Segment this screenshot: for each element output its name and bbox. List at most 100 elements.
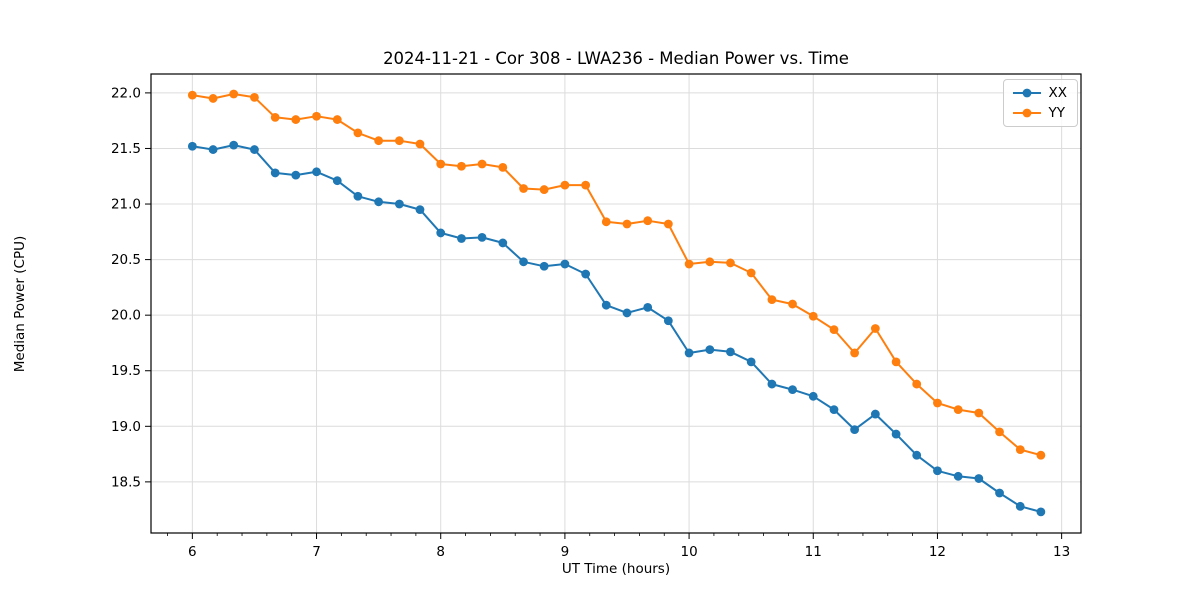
series-YY-marker bbox=[891, 357, 901, 367]
series-XX-marker bbox=[208, 145, 218, 154]
series-YY-marker bbox=[953, 405, 963, 415]
series-XX-marker bbox=[394, 199, 404, 209]
series-YY-marker bbox=[374, 136, 384, 146]
series-XX-marker bbox=[933, 466, 942, 476]
series-XX-marker bbox=[519, 257, 528, 267]
x-tick-label: 7 bbox=[312, 544, 321, 560]
series-YY-marker bbox=[1036, 450, 1046, 460]
series-YY-marker bbox=[519, 184, 528, 193]
y-tick-label: 22.0 bbox=[111, 85, 141, 101]
series-XX-marker bbox=[250, 145, 259, 154]
series-XX-marker bbox=[767, 379, 777, 389]
series-XX-marker bbox=[601, 300, 611, 310]
series-XX-marker bbox=[332, 176, 342, 186]
series-XX-marker bbox=[663, 316, 673, 326]
series-YY-marker bbox=[270, 112, 280, 122]
legend-sample-icon bbox=[1012, 88, 1041, 98]
series-YY-marker bbox=[767, 295, 777, 305]
y-tick-label: 20.0 bbox=[111, 308, 141, 324]
series-XX-marker bbox=[808, 391, 818, 401]
series-YY-marker bbox=[933, 398, 942, 408]
series-YY-marker bbox=[436, 159, 446, 169]
series-YY-marker bbox=[601, 217, 611, 227]
series-XX-marker bbox=[1036, 507, 1046, 517]
series-XX-marker bbox=[788, 385, 797, 395]
series-XX-marker bbox=[581, 269, 591, 279]
y-tick-label: 21.0 bbox=[111, 197, 141, 213]
legend-label: YY bbox=[1048, 105, 1066, 121]
series-YY-marker bbox=[850, 348, 860, 358]
series-YY-marker bbox=[870, 324, 880, 333]
series-XX-marker bbox=[229, 140, 239, 150]
series-XX-marker bbox=[891, 429, 901, 439]
x-tick-label: 10 bbox=[680, 544, 697, 560]
series-YY-marker bbox=[912, 379, 922, 389]
series-XX-marker bbox=[643, 302, 653, 312]
series-YY-marker bbox=[394, 136, 404, 146]
series-XX-marker bbox=[974, 474, 984, 483]
series-XX-marker bbox=[374, 197, 384, 207]
series-YY-marker bbox=[229, 89, 239, 99]
series-YY-marker bbox=[353, 128, 363, 138]
series-XX-marker bbox=[436, 228, 446, 238]
y-tick-label: 19.5 bbox=[111, 363, 141, 379]
series-YY-marker bbox=[643, 216, 653, 226]
series-XX-marker bbox=[953, 471, 963, 481]
plot-border bbox=[150, 73, 1082, 534]
series-YY-marker bbox=[291, 115, 301, 124]
series-XX-marker bbox=[415, 205, 425, 214]
series-YY-marker bbox=[332, 115, 342, 124]
legend-sample-icon bbox=[1012, 108, 1041, 118]
series-XX-marker bbox=[705, 345, 715, 355]
series-XX-marker bbox=[270, 168, 280, 178]
series-YY-marker bbox=[995, 427, 1004, 437]
legend-item-XX: XX bbox=[1012, 85, 1067, 101]
series-XX-marker bbox=[477, 232, 487, 242]
x-tick-label: 11 bbox=[805, 544, 822, 560]
series-XX-marker bbox=[684, 348, 694, 358]
series-XX-marker bbox=[870, 409, 880, 419]
series-YY-marker bbox=[581, 180, 591, 190]
series-XX-marker bbox=[850, 425, 860, 435]
series-YY-marker bbox=[457, 161, 466, 171]
series-YY-marker bbox=[560, 180, 570, 190]
series-YY-marker bbox=[684, 259, 694, 269]
series-YY-marker bbox=[788, 299, 797, 309]
series-YY-marker bbox=[622, 219, 632, 229]
series-YY-marker bbox=[829, 325, 839, 335]
series-YY-marker bbox=[208, 94, 218, 103]
y-tick-label: 20.5 bbox=[111, 252, 141, 268]
x-tick-label: 12 bbox=[929, 544, 946, 560]
series-XX-marker bbox=[726, 347, 735, 357]
series-XX-marker bbox=[312, 167, 321, 177]
series-XX-marker bbox=[995, 488, 1004, 498]
series-YY-marker bbox=[498, 162, 508, 172]
x-tick-label: 6 bbox=[188, 544, 197, 560]
series-YY-marker bbox=[1015, 445, 1025, 455]
series-XX-marker bbox=[498, 238, 508, 248]
series-XX-marker bbox=[829, 405, 839, 415]
series-XX-marker bbox=[539, 261, 549, 271]
x-axis-label: UT Time (hours) bbox=[561, 561, 671, 577]
series-XX-marker bbox=[457, 234, 466, 243]
series-XX-marker bbox=[187, 141, 197, 151]
y-tick-label: 21.5 bbox=[111, 141, 141, 157]
series-XX-marker bbox=[353, 191, 363, 201]
legend: XX YY bbox=[1002, 79, 1078, 127]
series-YY-marker bbox=[746, 268, 756, 278]
y-tick-label: 19.0 bbox=[111, 419, 141, 435]
series-XX-marker bbox=[560, 259, 570, 269]
x-tick-label: 8 bbox=[436, 544, 445, 560]
series-XX-marker bbox=[291, 170, 301, 180]
legend-item-YY: YY bbox=[1012, 105, 1068, 121]
series-YY-marker bbox=[477, 159, 487, 169]
series-YY-marker bbox=[808, 311, 818, 321]
series-YY-marker bbox=[705, 257, 715, 267]
chart-title: 2024-11-21 - Cor 308 - LWA236 - Median P… bbox=[383, 49, 849, 68]
series-YY-marker bbox=[974, 408, 984, 418]
series-XX-marker bbox=[1015, 501, 1025, 511]
y-tick-label: 18.5 bbox=[111, 474, 141, 490]
series-YY-marker bbox=[539, 185, 549, 194]
